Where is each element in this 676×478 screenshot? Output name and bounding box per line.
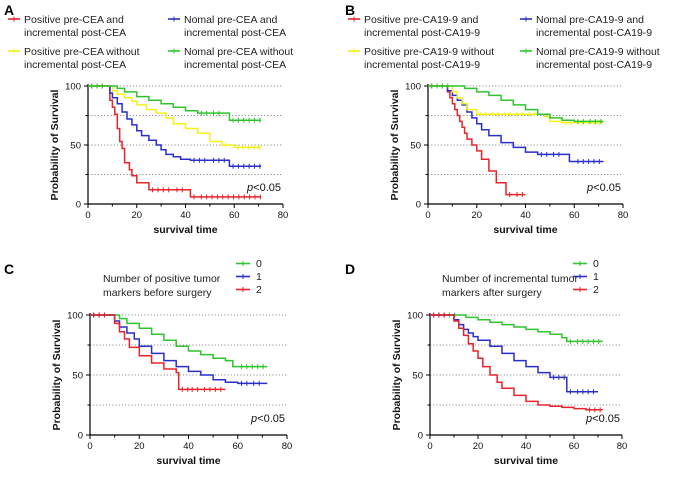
legend-label-line2: incremental post-CA19-9 bbox=[536, 59, 652, 71]
legend-label-line1: Nomal pre-CEA without bbox=[184, 46, 293, 58]
x-tick-label: 40 bbox=[521, 441, 532, 452]
legend-label-group: 1 bbox=[593, 271, 599, 283]
chart-title-line2: markers after surgery bbox=[442, 287, 543, 299]
legend-label-group: 0 bbox=[256, 258, 262, 270]
x-tick-label: 40 bbox=[520, 210, 531, 221]
x-axis-title: survival time bbox=[153, 224, 217, 236]
legend-label-line2: incremental post-CA19-9 bbox=[364, 27, 480, 39]
legend-label-line1: Positive pre-CA19-9 without bbox=[364, 46, 494, 58]
x-tick-label: 0 bbox=[85, 210, 90, 221]
p-value-symbol: p bbox=[246, 182, 253, 194]
panel-letter-c: C bbox=[4, 261, 14, 277]
p-value-annotation: p<0.05 bbox=[250, 413, 285, 425]
legend-label-line1: Positive pre-CA19-9 and bbox=[364, 14, 479, 26]
legend-label-line2: incremental post-CA19-9 bbox=[364, 59, 480, 71]
x-tick-label: 60 bbox=[569, 210, 580, 221]
x-tick-label: 0 bbox=[87, 441, 92, 452]
p-value-annotation: p<0.05 bbox=[586, 182, 621, 194]
chart-title-line1: Number of positive tumor bbox=[103, 273, 221, 285]
y-axis-title: Probability of Survival bbox=[389, 89, 401, 200]
legend-label-group: 2 bbox=[256, 284, 262, 296]
x-tick-label: 0 bbox=[425, 210, 430, 221]
panel-letter-d: D bbox=[345, 261, 355, 277]
x-tick-label: 40 bbox=[183, 441, 194, 452]
legend-label-line2: incremental post-CEA bbox=[184, 59, 286, 71]
x-tick-label: 80 bbox=[617, 441, 628, 452]
x-tick-label: 60 bbox=[232, 441, 243, 452]
x-tick-label: 20 bbox=[471, 210, 482, 221]
panel-a-chart: 0 20 40 60 80 0 50 100 survival time Probability … bbox=[8, 14, 293, 236]
km-curve-series-3 bbox=[428, 85, 604, 123]
x-tick-label: 0 bbox=[427, 441, 432, 452]
p-value-symbol: p bbox=[585, 413, 592, 425]
legend-label-line2: incremental post-CEA bbox=[24, 59, 126, 71]
x-tick-label: 60 bbox=[229, 210, 240, 221]
km-curve-series-0 bbox=[88, 85, 262, 198]
legend-label-line2: incremental post-CA19-9 bbox=[536, 27, 652, 39]
x-tick-label: 20 bbox=[134, 441, 145, 452]
panel-letter-b: B bbox=[345, 2, 355, 18]
y-tick-label: 50 bbox=[72, 371, 83, 382]
km-curve-series-2 bbox=[88, 85, 262, 149]
legend-label-line1: Nomal pre-CA19-9 and bbox=[536, 14, 644, 26]
y-tick-label: 50 bbox=[412, 371, 423, 382]
y-tick-label: 50 bbox=[410, 141, 421, 152]
p-value-text: <0.05 bbox=[592, 413, 620, 425]
legend-label-group: 0 bbox=[593, 258, 599, 270]
km-curve-group-2 bbox=[90, 314, 226, 391]
km-curve-group-2 bbox=[430, 314, 603, 411]
y-axis-title: Probability of Survival bbox=[391, 319, 403, 430]
p-value-annotation: p<0.05 bbox=[585, 413, 620, 425]
p-value-symbol: p bbox=[250, 413, 257, 425]
x-tick-label: 60 bbox=[569, 441, 580, 452]
km-curve-series-1 bbox=[428, 85, 604, 163]
legend-label-group: 2 bbox=[593, 284, 599, 296]
panel-letter-a: A bbox=[4, 2, 14, 18]
x-tick-label: 40 bbox=[180, 210, 191, 221]
x-tick-label: 80 bbox=[618, 210, 629, 221]
x-tick-label: 20 bbox=[131, 210, 142, 221]
y-tick-label: 100 bbox=[67, 311, 83, 322]
chart-title-line1: Number of incremental tumor bbox=[442, 273, 578, 285]
legend-label-line2: incremental post-CEA bbox=[24, 27, 126, 39]
p-value-text: <0.05 bbox=[593, 182, 621, 194]
x-tick-label: 80 bbox=[282, 441, 293, 452]
x-axis-title: survival time bbox=[494, 455, 558, 467]
km-curve-group-0 bbox=[430, 314, 603, 343]
legend-label-line1: Positive pre-CEA without bbox=[24, 46, 140, 58]
legend-label-line1: Nomal pre-CA19-9 without bbox=[536, 46, 660, 58]
x-tick-label: 20 bbox=[473, 441, 484, 452]
y-tick-label: 100 bbox=[405, 82, 421, 93]
km-curve-series-2 bbox=[428, 85, 604, 124]
y-axis-title: Probability of Survival bbox=[51, 319, 63, 430]
legend-label-line1: Nomal pre-CEA and bbox=[184, 14, 278, 26]
chart-title-line2: markers before surgery bbox=[103, 287, 212, 299]
p-value-symbol: p bbox=[586, 182, 593, 194]
km-curve-series-3 bbox=[88, 85, 262, 121]
x-axis-title: survival time bbox=[493, 224, 557, 236]
x-axis-title: survival time bbox=[156, 455, 220, 467]
p-value-text: <0.05 bbox=[253, 182, 281, 194]
x-tick-label: 80 bbox=[278, 210, 289, 221]
y-tick-label: 0 bbox=[416, 200, 421, 211]
km-curve-series-1 bbox=[88, 85, 262, 167]
panel-b-chart: 0 20 40 60 80 0 50 100 survival time Probability … bbox=[348, 14, 660, 236]
legend-label-line2: incremental post-CEA bbox=[184, 27, 286, 39]
legend-label-group: 1 bbox=[256, 271, 262, 283]
y-tick-label: 0 bbox=[418, 431, 423, 442]
y-tick-label: 100 bbox=[65, 82, 81, 93]
y-tick-label: 0 bbox=[78, 431, 83, 442]
y-tick-label: 0 bbox=[76, 200, 81, 211]
legend-label-line1: Positive pre-CEA and bbox=[24, 14, 124, 26]
y-tick-label: 100 bbox=[407, 311, 423, 322]
y-axis-title: Probability of Survival bbox=[49, 89, 61, 200]
km-curve-group-0 bbox=[90, 314, 268, 368]
p-value-text: <0.05 bbox=[257, 413, 285, 425]
y-tick-label: 50 bbox=[70, 141, 81, 152]
p-value-annotation: p<0.05 bbox=[246, 182, 281, 194]
km-curve-series-0 bbox=[428, 85, 526, 196]
